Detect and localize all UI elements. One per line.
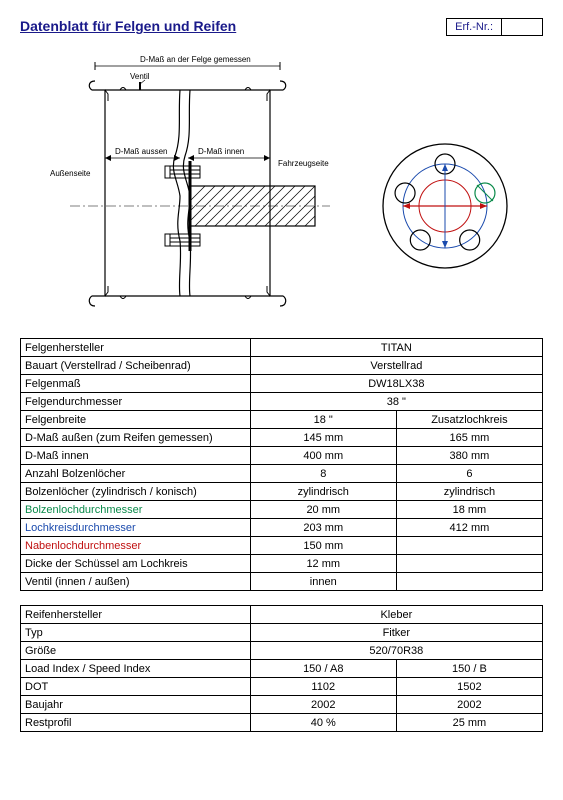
row-value-2: 18 mm [396, 501, 542, 519]
row-label: DOT [21, 678, 251, 696]
diagram-row: D-Maß an der Felge gemessen Ventil [20, 46, 543, 326]
table-row: Lochkreisdurchmesser203 mm412 mm [21, 519, 543, 537]
table-row: Restprofil40 %25 mm [21, 714, 543, 732]
table-row: DOT11021502 [21, 678, 543, 696]
row-label: D-Maß außen (zum Reifen gemessen) [21, 429, 251, 447]
row-value-1: 145 mm [250, 429, 396, 447]
row-label: D-Maß innen [21, 447, 251, 465]
table-row: Bauart (Verstellrad / Scheibenrad)Verste… [21, 357, 543, 375]
label-d-mass-innen: D-Maß innen [198, 147, 244, 156]
row-value: Kleber [250, 606, 542, 624]
row-value-2: 412 mm [396, 519, 542, 537]
row-value: Fitker [250, 624, 542, 642]
table-row: D-Maß außen (zum Reifen gemessen)145 mm1… [21, 429, 543, 447]
row-value-2: zylindrisch [396, 483, 542, 501]
rim-data-table: FelgenherstellerTITANBauart (Verstellrad… [20, 338, 543, 591]
row-label: Größe [21, 642, 251, 660]
row-label: Felgendurchmesser [21, 393, 251, 411]
row-label: Nabenlochdurchmesser [21, 537, 251, 555]
row-value-1: 2002 [250, 696, 396, 714]
row-value-1: innen [250, 573, 396, 591]
table-row: Felgenbreite18 "Zusatzlochkreis [21, 411, 543, 429]
row-value-1: 150 / A8 [250, 660, 396, 678]
header-row: Datenblatt für Felgen und Reifen Erf.-Nr… [20, 18, 543, 36]
row-label: Bauart (Verstellrad / Scheibenrad) [21, 357, 251, 375]
row-value-1: 8 [250, 465, 396, 483]
rim-cross-section-diagram: D-Maß an der Felge gemessen Ventil [20, 46, 350, 326]
row-label: Typ [21, 624, 251, 642]
row-value-2: 6 [396, 465, 542, 483]
row-value-1: 203 mm [250, 519, 396, 537]
table-row: Bolzenlochdurchmesser20 mm18 mm [21, 501, 543, 519]
label-d-mass-felge: D-Maß an der Felge gemessen [140, 55, 251, 64]
row-label: Reifenhersteller [21, 606, 251, 624]
table-row: FelgenmaßDW18LX38 [21, 375, 543, 393]
row-value: Verstellrad [250, 357, 542, 375]
table-row: TypFitker [21, 624, 543, 642]
row-value-1: 150 mm [250, 537, 396, 555]
row-label: Bolzenlöcher (zylindrisch / konisch) [21, 483, 251, 501]
row-value-2: 150 / B [396, 660, 542, 678]
row-value-2 [396, 537, 542, 555]
row-value: DW18LX38 [250, 375, 542, 393]
row-label: Restprofil [21, 714, 251, 732]
erf-value [502, 19, 542, 35]
row-label: Felgenbreite [21, 411, 251, 429]
table-row: Ventil (innen / außen)innen [21, 573, 543, 591]
row-value-1: zylindrisch [250, 483, 396, 501]
table-row: Anzahl Bolzenlöcher86 [21, 465, 543, 483]
table-row: Dicke der Schüssel am Lochkreis12 mm [21, 555, 543, 573]
table-row: Bolzenlöcher (zylindrisch / konisch)zyli… [21, 483, 543, 501]
page-title: Datenblatt für Felgen und Reifen [20, 18, 236, 34]
table-row: Felgendurchmesser38 " [21, 393, 543, 411]
table-row: D-Maß innen400 mm380 mm [21, 447, 543, 465]
label-fahrzeugseite: Fahrzeugseite [278, 159, 329, 168]
row-value-2: Zusatzlochkreis [396, 411, 542, 429]
row-label: Dicke der Schüssel am Lochkreis [21, 555, 251, 573]
label-aussenseite: Außenseite [50, 169, 91, 178]
row-value-2 [396, 573, 542, 591]
label-d-mass-aussen: D-Maß aussen [115, 147, 167, 156]
row-label: Lochkreisdurchmesser [21, 519, 251, 537]
row-label: Felgenhersteller [21, 339, 251, 357]
row-value-1: 40 % [250, 714, 396, 732]
row-value-2: 25 mm [396, 714, 542, 732]
row-label: Load Index / Speed Index [21, 660, 251, 678]
row-value-1: 400 mm [250, 447, 396, 465]
row-value-2: 380 mm [396, 447, 542, 465]
row-label: Anzahl Bolzenlöcher [21, 465, 251, 483]
row-value: 520/70R38 [250, 642, 542, 660]
erf-label: Erf.-Nr.: [447, 19, 502, 35]
tire-data-table: ReifenherstellerKleberTypFitkerGröße520/… [20, 605, 543, 732]
table-row: Nabenlochdurchmesser150 mm [21, 537, 543, 555]
row-label: Bolzenlochdurchmesser [21, 501, 251, 519]
row-label: Felgenmaß [21, 375, 251, 393]
table-row: Load Index / Speed Index150 / A8150 / B [21, 660, 543, 678]
table-row: ReifenherstellerKleber [21, 606, 543, 624]
row-label: Ventil (innen / außen) [21, 573, 251, 591]
row-value-1: 1102 [250, 678, 396, 696]
row-value-2: 1502 [396, 678, 542, 696]
row-value: 38 " [250, 393, 542, 411]
row-value-2: 2002 [396, 696, 542, 714]
table-row: FelgenherstellerTITAN [21, 339, 543, 357]
erf-number-box: Erf.-Nr.: [446, 18, 543, 36]
table-row: Baujahr20022002 [21, 696, 543, 714]
row-value-1: 12 mm [250, 555, 396, 573]
label-ventil: Ventil [130, 72, 150, 81]
row-value-2: 165 mm [396, 429, 542, 447]
row-value-1: 18 " [250, 411, 396, 429]
row-value-2 [396, 555, 542, 573]
row-value: TITAN [250, 339, 542, 357]
row-value-1: 20 mm [250, 501, 396, 519]
bolt-circle-diagram [370, 131, 520, 281]
table-row: Größe520/70R38 [21, 642, 543, 660]
row-label: Baujahr [21, 696, 251, 714]
